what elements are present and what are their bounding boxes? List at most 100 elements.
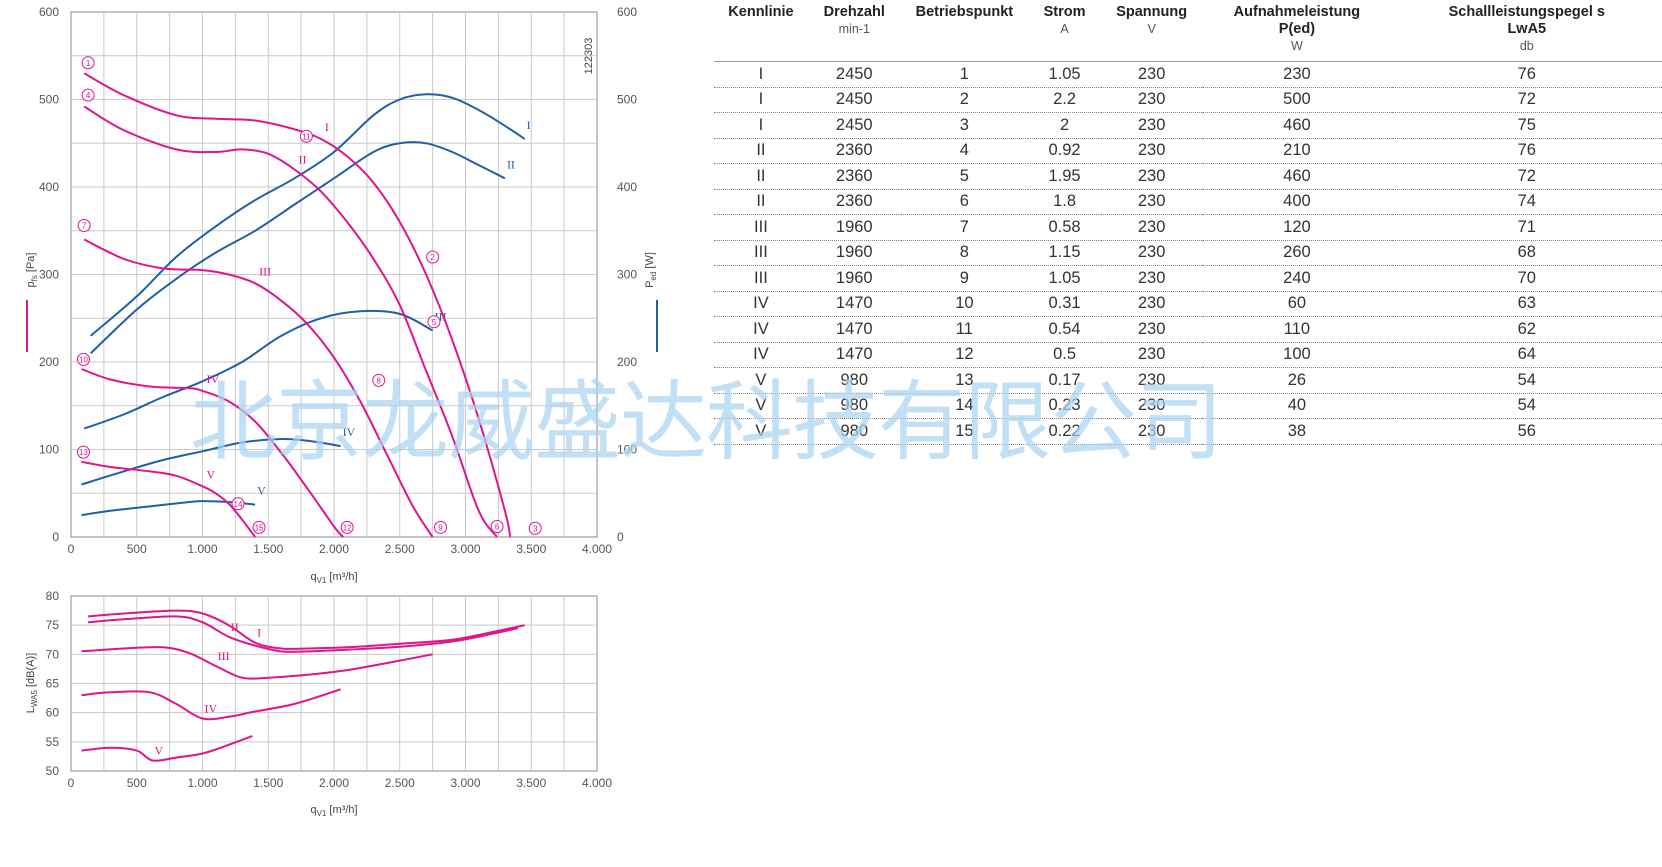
table-cell: IV: [714, 342, 808, 368]
table-cell: 9: [900, 265, 1029, 292]
table-cell: 230: [1101, 291, 1203, 317]
table-cell: 980: [807, 418, 901, 445]
table-cell: 460: [1202, 163, 1392, 190]
table-cell: 230: [1101, 240, 1203, 266]
operating-point-marker: [81, 56, 95, 70]
operating-point-label: 7: [82, 222, 87, 231]
table-cell: III: [714, 240, 808, 266]
top-chart-y-tick-label: 0: [52, 530, 59, 544]
operating-point-label: 9: [438, 523, 443, 532]
table-cell: 120: [1202, 214, 1392, 241]
operating-point-marker: [427, 315, 441, 329]
power-curve-v: [81, 500, 256, 517]
table-cell: 10: [900, 291, 1029, 317]
sound-curve-label-iii: III: [218, 649, 230, 663]
table-cell: 0.22: [1028, 418, 1102, 445]
table-cell: 980: [807, 393, 901, 419]
table-cell: 1960: [807, 240, 901, 266]
table-cell: 240: [1202, 265, 1392, 292]
table-cell: 7: [900, 214, 1029, 241]
table-cell: 3: [900, 112, 1029, 139]
y-axis-title-right: Ped [W]: [644, 252, 658, 288]
pressure-curve-iii: [83, 238, 434, 538]
table-cell: 12: [900, 342, 1029, 368]
sound-curve-v: [81, 735, 253, 762]
table-cell: 1.15: [1028, 240, 1102, 266]
top-chart-y2-tick-label: 400: [617, 180, 637, 194]
table-row: V 980 13 0.17 230 26 54: [714, 367, 1662, 394]
pressure-curve-label-v: V: [207, 467, 216, 481]
table-cell: 1.05: [1028, 265, 1102, 292]
top-chart-y-tick-label: 600: [39, 5, 59, 19]
y-axis-title-left: pfs [Pa]: [25, 253, 39, 288]
power-curve-i: [90, 93, 526, 337]
table-cell: 0.23: [1028, 393, 1102, 419]
sound-curve-ii: [88, 615, 519, 653]
top-chart-y2-tick-label: 0: [617, 530, 624, 544]
table-cell: V: [714, 393, 808, 419]
bottom-chart-x-tick-label: 1.500: [253, 776, 283, 790]
table-cell: 54: [1391, 367, 1662, 394]
table-cell: 76: [1391, 138, 1662, 164]
operating-point-label: 12: [343, 523, 352, 532]
column-header-unit: [907, 21, 1022, 38]
table-cell: 2360: [807, 163, 901, 190]
table-cell: 230: [1101, 163, 1203, 190]
table-cell: 38: [1202, 418, 1392, 445]
table-header-row: Kennlinie Drehzahl min-1 Betriebspunkt Str…: [714, 0, 1662, 62]
table-cell: 72: [1391, 87, 1662, 113]
table-cell: 230: [1101, 265, 1203, 292]
top-chart-y-tick-label: 300: [39, 268, 59, 282]
top-chart-y2-tick-label: 300: [617, 268, 637, 282]
table-cell: II: [714, 189, 808, 215]
table-cell: 1470: [807, 291, 901, 317]
operating-point-label: 10: [79, 355, 88, 364]
sound-curve-iii: [81, 646, 433, 680]
table-cell: 8: [900, 240, 1029, 266]
table-cell: 100: [1202, 342, 1392, 368]
table-cell: 1.05: [1028, 61, 1102, 88]
table-cell: 230: [1101, 189, 1203, 215]
operating-point-marker: [299, 129, 313, 143]
sound-curve-iv: [81, 688, 341, 721]
column-header-drehzahl: Drehzahl min-1: [807, 0, 901, 62]
table-cell: 230: [1101, 61, 1203, 88]
table-cell: III: [714, 265, 808, 292]
top-chart-y2-tick-label: 500: [617, 93, 637, 107]
table-cell: 1470: [807, 342, 901, 368]
bottom-chart-x-tick-label: 2.500: [385, 776, 415, 790]
table-cell: 500: [1202, 87, 1392, 113]
bottom-chart-x-tick-label: 0: [68, 776, 75, 790]
bottom-chart-y-tick-label: 80: [46, 589, 60, 603]
operating-point-label: 3: [533, 524, 538, 533]
table-cell: II: [714, 163, 808, 190]
table-row: V 980 15 0.22 230 38 56: [714, 418, 1662, 445]
table-row: V 980 14 0.23 230 40 54: [714, 393, 1662, 419]
operating-point-label: 14: [234, 500, 243, 509]
table-cell: 68: [1391, 240, 1662, 266]
bottom-chart-y-tick-label: 75: [46, 618, 60, 632]
power-curve-iv: [81, 437, 341, 486]
top-chart-y-tick-label: 200: [39, 355, 59, 369]
column-header-label: Spannung: [1116, 4, 1188, 20]
table-cell: I: [714, 87, 808, 113]
pressure-curve-ii: [83, 105, 498, 538]
top-chart-x-tick-label: 2.500: [385, 542, 415, 556]
column-header-label: Strom: [1043, 4, 1086, 20]
column-header-spannung: Spannung V: [1101, 0, 1203, 62]
table-cell: 230: [1101, 138, 1203, 164]
table-cell: V: [714, 418, 808, 445]
table-cell: 230: [1101, 418, 1203, 445]
table-cell: 40: [1202, 393, 1392, 419]
table-cell: 54: [1391, 393, 1662, 419]
sound-curve-label-v: V: [155, 744, 164, 758]
table-cell: 15: [900, 418, 1029, 445]
pressure-curve-i: [83, 72, 512, 538]
pressure-curve-label-iii: III: [259, 264, 271, 278]
table-cell: 210: [1202, 138, 1392, 164]
table-cell: 1.8: [1028, 189, 1102, 215]
pressure-power-chart: 0 500 1.000 1.500 2.000 2.500 3.000 3.500 4.000 0…: [25, 5, 658, 585]
top-chart-x-tick-label: 4.000: [582, 542, 612, 556]
column-header-label: Aufnahmeleistung: [1233, 4, 1361, 20]
table-cell: 230: [1101, 112, 1203, 139]
